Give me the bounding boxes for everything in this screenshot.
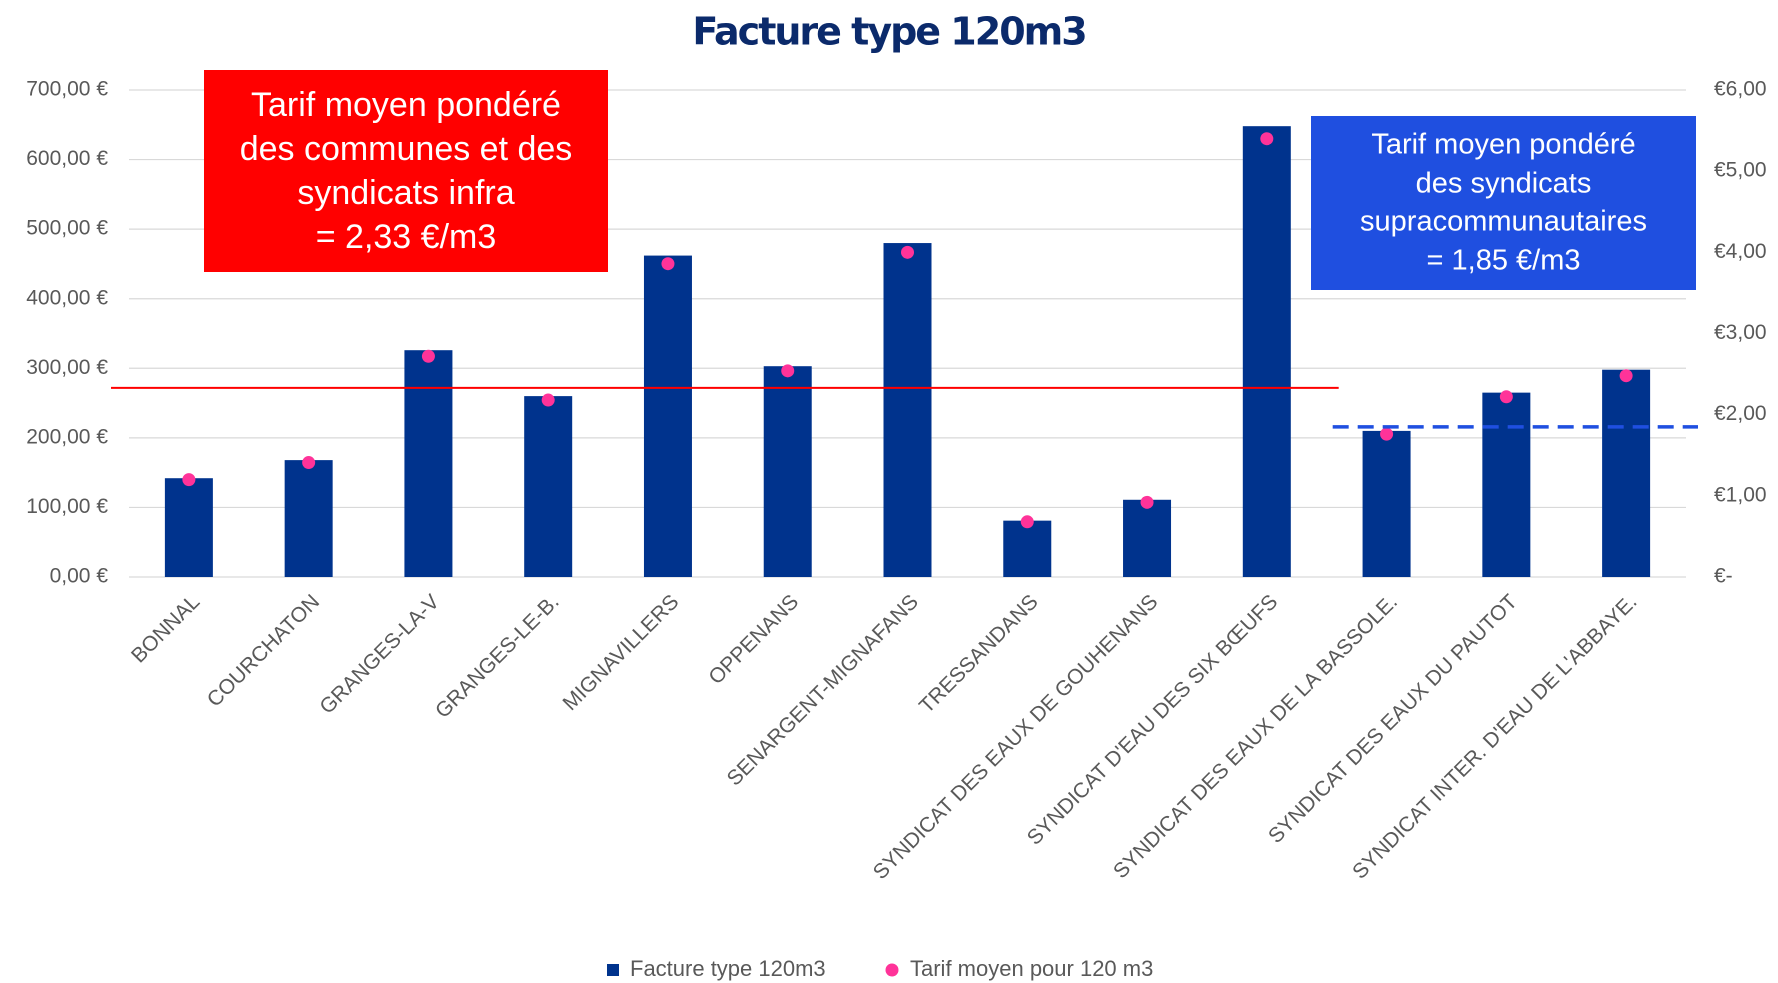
dot xyxy=(1140,495,1154,509)
bar xyxy=(1003,520,1052,577)
y-tick-label: 600,00 € xyxy=(26,147,108,170)
bar xyxy=(164,478,213,577)
y-tick-label: 300,00 € xyxy=(26,356,108,379)
legend-label: Tarif moyen pour 120 m3 xyxy=(910,956,1153,981)
x-tick-label: SYNDICAT D'EAU DES SIX BŒUFS xyxy=(1023,590,1282,849)
bar xyxy=(763,366,812,577)
dot xyxy=(781,364,795,378)
bar xyxy=(643,255,692,577)
dot xyxy=(1020,515,1034,529)
bar xyxy=(524,396,573,577)
annotation-text: Tarif moyen pondéré xyxy=(1371,129,1635,161)
annotation-text: des communes et des xyxy=(240,130,573,168)
chart-title: Facture type 120m3 xyxy=(692,10,1085,54)
x-tick-label: OPPENANS xyxy=(704,590,803,689)
bar xyxy=(284,460,333,577)
x-tick-label: SYNDICAT DES EAUX DU PAUTOT xyxy=(1264,590,1522,848)
y-tick-label: 200,00 € xyxy=(26,425,108,448)
dot xyxy=(1499,390,1513,404)
bar xyxy=(1482,392,1531,577)
bar xyxy=(883,243,932,578)
dot xyxy=(541,393,555,407)
x-tick-label: SYNDICAT INTER. D'EAU DE L'ABBAYE. xyxy=(1348,590,1641,883)
legend-swatch xyxy=(885,963,899,977)
bar xyxy=(1242,126,1291,578)
x-tick-label: BONNAL xyxy=(127,590,204,667)
annotation-text: Tarif moyen pondéré xyxy=(251,86,561,124)
annotation-box xyxy=(204,70,608,272)
y2-tick-label: €5,00 xyxy=(1714,159,1767,182)
y2-tick-label: €3,00 xyxy=(1714,321,1767,344)
annotation-text: supracommunautaires xyxy=(1360,206,1647,238)
legend-label: Facture type 120m3 xyxy=(630,956,826,981)
annotation-text: = 1,85 €/m3 xyxy=(1427,245,1581,277)
dot xyxy=(302,456,316,470)
x-tick-label: MIGNAVILLERS xyxy=(559,590,684,715)
x-tick-label: COURCHATON xyxy=(203,590,324,711)
y-tick-label: 400,00 € xyxy=(26,286,108,309)
dot xyxy=(182,473,196,487)
dot xyxy=(661,257,675,271)
y2-tick-label: €1,00 xyxy=(1714,483,1767,506)
legend-swatch xyxy=(607,964,619,976)
annotation-text: = 2,33 €/m3 xyxy=(316,218,497,256)
x-tick-label: GRANGES-LA-V xyxy=(315,590,443,718)
y-tick-label: 500,00 € xyxy=(26,217,108,240)
annotation-box xyxy=(1311,116,1696,290)
dot xyxy=(421,349,435,363)
annotation-text: des syndicats xyxy=(1416,168,1592,200)
dot xyxy=(901,245,914,259)
dot xyxy=(1380,427,1394,441)
dot xyxy=(1619,369,1633,383)
y2-tick-label: €4,00 xyxy=(1714,240,1767,263)
annotation-text: syndicats infra xyxy=(297,174,514,212)
y-tick-label: 0,00 € xyxy=(50,565,109,588)
y-tick-label: 100,00 € xyxy=(26,495,108,518)
x-tick-label: GRANGES-LE-B. xyxy=(431,590,564,723)
bar xyxy=(1123,499,1172,577)
bar xyxy=(404,350,453,577)
y-tick-label: 700,00 € xyxy=(26,78,108,101)
x-tick-label: TRESSANDANS xyxy=(915,590,1043,718)
y2-tick-label: €- xyxy=(1714,565,1733,588)
bar xyxy=(1362,430,1411,577)
y2-tick-label: €6,00 xyxy=(1714,78,1767,101)
dot xyxy=(1260,132,1274,146)
y2-tick-label: €2,00 xyxy=(1714,402,1767,425)
x-tick-label: SENARGENT-MIGNAFANS xyxy=(723,590,923,790)
bar xyxy=(1602,369,1651,577)
